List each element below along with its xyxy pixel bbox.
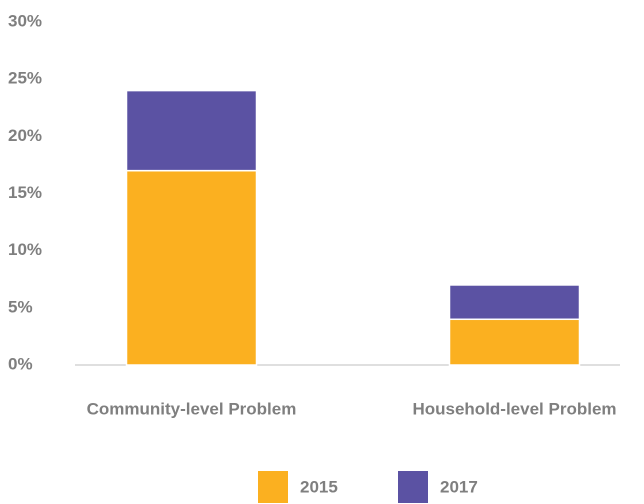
- legend-swatch: [398, 471, 428, 503]
- y-tick-label: 15%: [8, 183, 42, 202]
- legend-label: 2015: [300, 477, 338, 496]
- y-tick-label: 0%: [8, 354, 33, 373]
- legend-label: 2017: [440, 477, 478, 496]
- y-tick-label: 10%: [8, 240, 42, 259]
- bar-segment: [125, 169, 258, 366]
- x-tick-label: Community-level Problem: [87, 399, 297, 418]
- bar-segment: [125, 89, 258, 172]
- bar-segment: [448, 318, 581, 366]
- bar-segment: [448, 284, 581, 321]
- y-tick-label: 25%: [8, 69, 42, 88]
- y-tick-label: 5%: [8, 297, 33, 316]
- y-tick-label: 30%: [8, 11, 42, 30]
- legend-swatch: [258, 471, 288, 503]
- x-tick-label: Household-level Problem: [412, 399, 616, 418]
- y-tick-label: 20%: [8, 126, 42, 145]
